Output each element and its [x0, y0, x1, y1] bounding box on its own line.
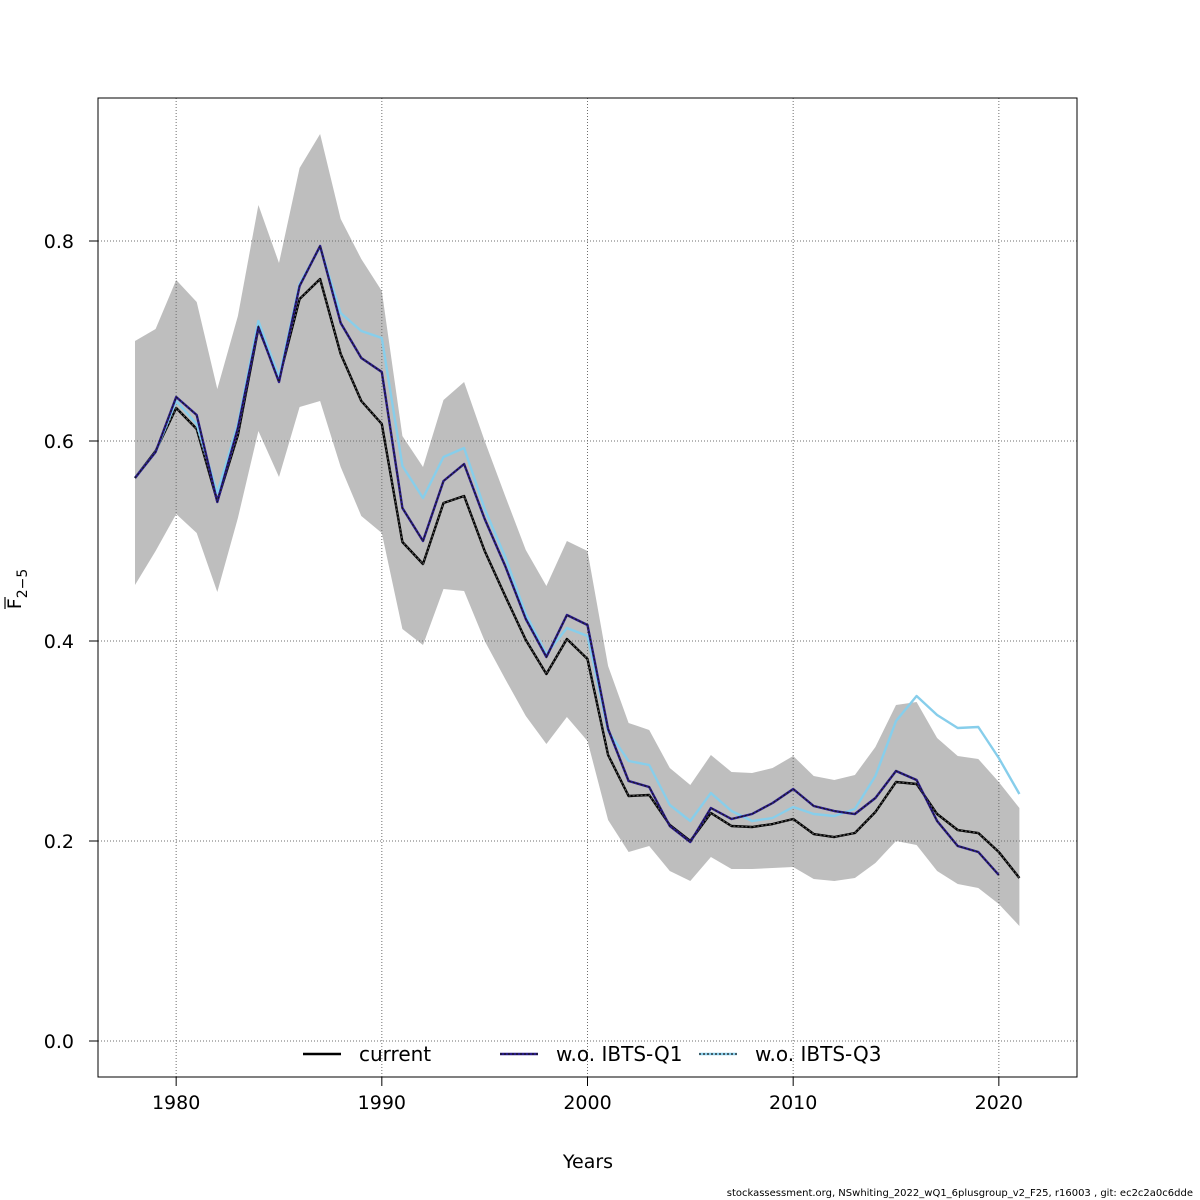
x-axis-title: Years [562, 1151, 613, 1173]
confidence-band-layer [135, 134, 1020, 926]
x-tick-label: 2000 [563, 1092, 611, 1114]
legend-item-w-o-ibts-q3: w.o. IBTS-Q3 [699, 1042, 881, 1066]
y-tick-label: 0.8 [44, 231, 74, 253]
legend-item-current: current [303, 1042, 431, 1066]
x-tick-label: 1990 [358, 1092, 406, 1114]
y-tick-label: 0.4 [44, 631, 74, 653]
y-tick-label: 0.6 [44, 431, 74, 453]
x-tick-label: 2010 [769, 1092, 817, 1114]
axis-layer: 1980 1990 2000 2010 2020 0.0 0.2 0.4 0.6 0.8 [44, 231, 1023, 1114]
legend-label: w.o. IBTS-Q3 [755, 1042, 881, 1066]
legend: current w.o. IBTS-Q1 w.o. IBTS-Q3 [303, 1042, 881, 1066]
x-tick-label: 1980 [152, 1092, 200, 1114]
y-axis-title-main: F [4, 598, 26, 609]
y-tick-label: 0.0 [44, 1031, 74, 1053]
confidence-band [135, 134, 1020, 926]
grid-layer [98, 98, 1077, 1077]
footer-caption: stockassessment.org, NSwhiting_2022_wQ1_… [726, 1188, 1193, 1199]
x-tick-label: 2020 [975, 1092, 1023, 1114]
legend-label: w.o. IBTS-Q1 [556, 1042, 682, 1066]
legend-label: current [359, 1042, 431, 1066]
y-axis-title-subscript: 2−5 [15, 569, 31, 599]
y-axis-title: F2−5 [4, 569, 31, 609]
series-layer [134, 244, 1021, 879]
series-dash-w-o-ibts-q1 [134, 244, 1000, 876]
y-tick-label: 0.2 [44, 831, 74, 853]
legend-item-w-o-ibts-q1: w.o. IBTS-Q1 [500, 1042, 682, 1066]
series-w-o-ibts-q1 [134, 244, 1000, 876]
